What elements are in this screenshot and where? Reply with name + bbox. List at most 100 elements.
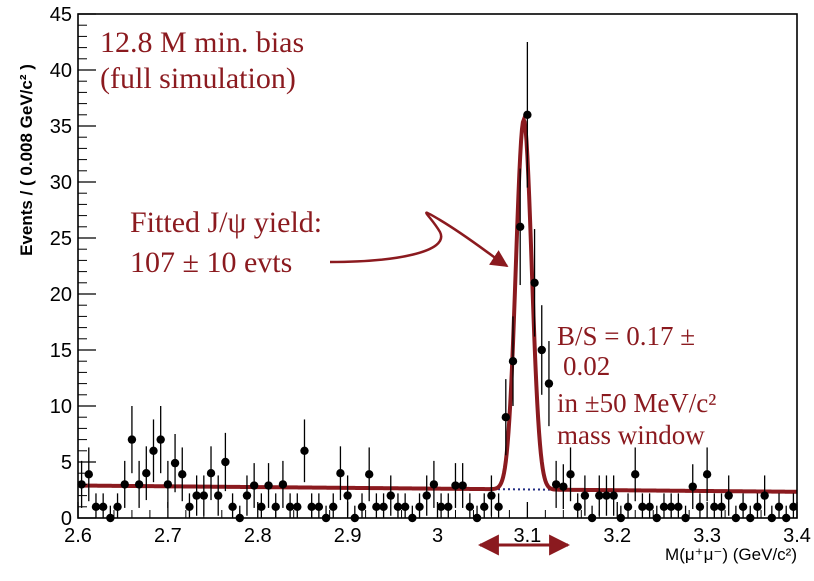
data-marker	[645, 502, 654, 511]
data-point	[573, 493, 582, 518]
data-marker	[537, 345, 546, 355]
y-tick-label: 45	[50, 4, 72, 26]
data-marker	[695, 502, 705, 511]
sample-annotation-line2: (full simulation)	[100, 62, 296, 95]
data-marker	[120, 480, 129, 489]
x-tick-label: 3.3	[693, 525, 721, 547]
data-marker	[221, 457, 230, 467]
data-point	[782, 505, 791, 523]
data-marker	[156, 435, 165, 444]
data-point	[659, 493, 669, 518]
data-point	[221, 432, 230, 492]
x-tick-label: 3	[432, 525, 443, 547]
data-marker	[379, 502, 388, 511]
data-marker	[278, 480, 288, 489]
data-marker	[515, 222, 525, 231]
y-tick-label: 0	[61, 508, 72, 530]
data-marker	[185, 502, 194, 511]
x-tick-label: 2.8	[244, 525, 272, 547]
data-point	[544, 341, 554, 427]
data-point	[163, 460, 173, 508]
data-point	[444, 493, 453, 518]
x-tick-label: 3.4	[783, 525, 811, 547]
data-marker	[257, 502, 266, 511]
data-marker	[142, 469, 151, 478]
data-marker	[91, 502, 101, 511]
data-point	[300, 419, 309, 483]
data-marker	[214, 491, 223, 500]
data-point	[321, 505, 331, 523]
data-point	[386, 475, 395, 516]
data-point	[242, 475, 252, 516]
data-marker	[242, 491, 252, 500]
data-marker	[127, 435, 137, 444]
data-marker	[134, 480, 144, 489]
data-marker	[487, 491, 496, 500]
data-marker	[372, 502, 381, 511]
y-tick-label: 35	[50, 116, 72, 138]
data-point	[559, 464, 568, 510]
x-tick-label: 2.7	[154, 525, 182, 547]
data-point	[400, 493, 410, 518]
data-marker	[760, 491, 769, 500]
data-point	[285, 493, 295, 518]
yield-annotation-line2: 107 ± 10 evts	[130, 246, 292, 279]
data-point	[156, 406, 165, 474]
data-marker	[343, 491, 352, 500]
data-point	[113, 493, 122, 518]
data-point	[702, 447, 712, 502]
data-marker	[595, 491, 604, 500]
data-point	[372, 493, 381, 518]
data-marker	[170, 458, 180, 468]
data-marker	[451, 481, 460, 490]
data-point	[465, 493, 475, 518]
data-marker	[113, 502, 122, 511]
data-point	[336, 446, 345, 501]
data-point	[422, 475, 431, 516]
data-marker	[285, 502, 295, 511]
data-marker	[178, 470, 187, 479]
data-point	[523, 42, 532, 188]
data-point	[199, 475, 209, 516]
data-point	[393, 493, 403, 518]
data-marker	[710, 502, 719, 511]
x-axis-label: M(μ⁺μ⁻) (GeV/c²)	[665, 545, 797, 564]
data-point	[501, 379, 511, 456]
data-point	[760, 475, 769, 516]
y-tick-label: 15	[50, 340, 72, 362]
data-point	[364, 447, 374, 502]
data-point	[451, 463, 460, 508]
bs-annotation-line4: mass window	[557, 420, 705, 450]
data-point	[185, 493, 194, 518]
data-point	[264, 463, 273, 508]
data-marker	[465, 502, 475, 511]
data-point	[357, 493, 367, 518]
data-marker	[688, 482, 697, 491]
data-marker	[753, 502, 762, 511]
data-point	[458, 463, 467, 508]
data-point	[487, 475, 496, 516]
data-point	[537, 305, 546, 395]
data-point	[494, 493, 503, 518]
data-point	[710, 493, 719, 518]
data-marker	[429, 480, 439, 489]
data-point	[127, 406, 137, 474]
data-point	[609, 475, 618, 516]
data-point	[623, 493, 633, 518]
data-marker	[386, 491, 395, 500]
data-marker	[444, 502, 453, 511]
data-point	[429, 460, 439, 508]
data-marker	[789, 502, 798, 511]
yield-annotation-line1: Fitted J/ψ yield:	[130, 206, 322, 239]
data-point	[789, 493, 798, 518]
y-axis-label: Events / ( 0.008 GeV/c² )	[17, 64, 36, 256]
data-marker	[666, 502, 676, 511]
data-point	[84, 447, 93, 502]
data-point	[350, 505, 360, 523]
data-marker	[738, 502, 748, 511]
data-point	[515, 168, 525, 286]
data-point	[616, 505, 626, 523]
data-point	[746, 505, 755, 523]
